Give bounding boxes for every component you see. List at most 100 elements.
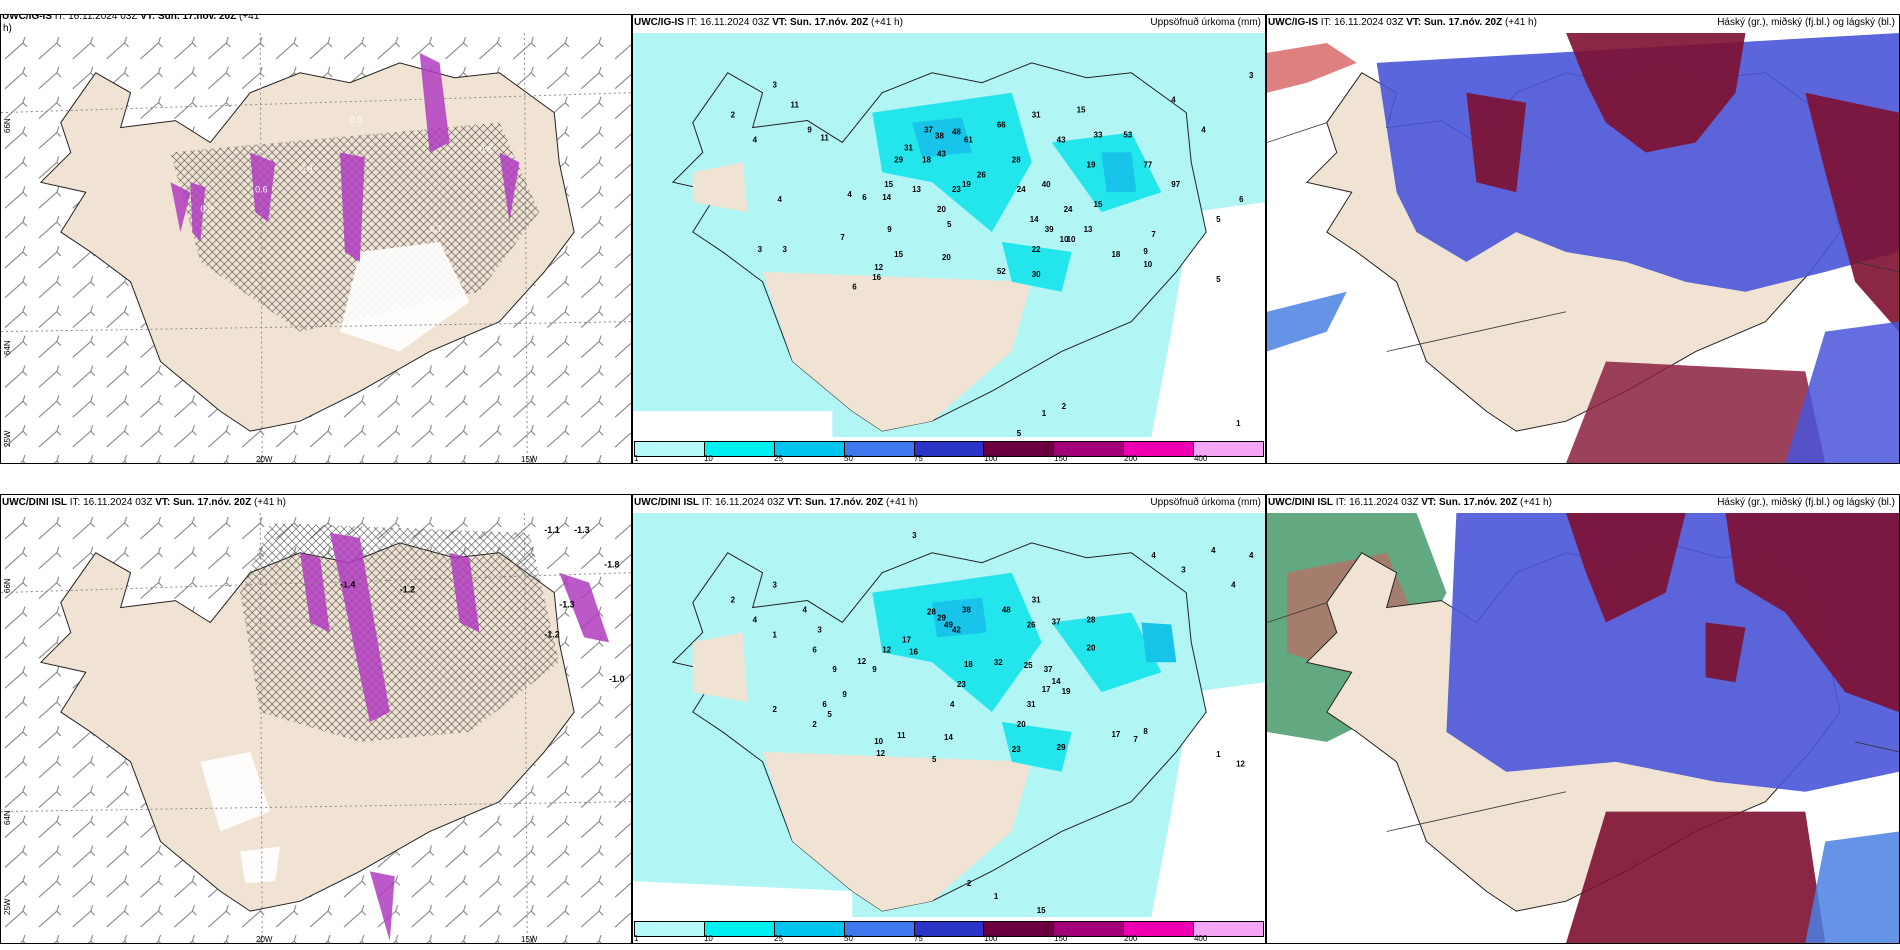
graticule [1, 513, 631, 943]
precip-value: 2 [967, 879, 972, 888]
precip-value: 19 [1087, 160, 1096, 169]
precip-value: 6 [862, 193, 867, 202]
it-value: 16.11.2024 03Z [1349, 497, 1419, 508]
precip-value: 26 [977, 170, 986, 179]
precip-value: 7 [1133, 735, 1138, 744]
precip-value: 53 [1123, 130, 1132, 139]
precip-value: 3 [912, 531, 917, 540]
precip-value: 9 [872, 665, 877, 674]
panel-header: UWC/IG-IS IT: 16.11.2024 03Z VT: Sun. 17… [1267, 15, 1899, 33]
panel-header: UWC/DINI ISL IT: 16.11.2024 03Z VT: Sun.… [1, 495, 631, 513]
precip-value: 1 [773, 630, 778, 639]
precip-value: 9 [832, 665, 837, 674]
clear-area [200, 751, 281, 884]
precip-value: 29 [937, 613, 946, 622]
colorbar: 1 10 25 50 75 100 150 200 400 [633, 437, 1265, 463]
precip-value: 2 [812, 720, 817, 729]
panel-top-right-clouds: UWC/IG-IS IT: 16.11.2024 03Z VT: Sun. 17… [1266, 14, 1900, 464]
vt-label: VT: [772, 17, 788, 28]
it-value: 16.11.2024 03Z [68, 14, 138, 22]
precip-value: 5 [827, 710, 832, 719]
precip-value: 48 [1002, 606, 1011, 615]
precip-value: 6 [1239, 195, 1244, 204]
map-area: 2 4 3 4 3 1 2 6 9 29 28 38 48 49 31 26 4… [633, 513, 1265, 917]
precip-value: 16 [872, 273, 881, 282]
vt-label: VT: [787, 497, 803, 508]
lead-time: (+41 h) [253, 497, 286, 508]
precip-value-labels: 3 11 2 4 9 11 29 31 37 38 48 61 43 66 31… [731, 71, 1254, 437]
precip-value: 11 [820, 133, 829, 142]
wind-value: 0.9 [300, 164, 312, 174]
colorbar: 1 10 25 50 75 100 150 200 400 [633, 917, 1265, 943]
low-cloud-darkred [1466, 33, 1899, 332]
wind-value-labels: -1.1 -1.3 -1.2 -1.4 -1.2 -1.0 -1.8 -1.3 [340, 525, 625, 684]
lon-label-15w: 15W [521, 455, 538, 464]
vt-label: VT: [155, 497, 171, 508]
precip-value: 12 [1236, 760, 1245, 769]
precip-value: 31 [1032, 596, 1041, 605]
wind-value-labels: 0.6 0.7 0.5 0.8 0.9 0.8 [200, 115, 492, 234]
low-cloud-darkred [1566, 513, 1899, 713]
boundary-lines [1267, 122, 1899, 352]
precip-value: 9 [887, 225, 892, 234]
precip-value: 28 [1012, 155, 1021, 164]
colorbar-swatch [774, 442, 845, 456]
precip-value: 32 [994, 658, 1003, 667]
precip-map-svg: 2 4 3 4 3 1 2 6 9 29 28 38 48 49 31 26 4… [633, 513, 1265, 917]
colorbar-tick: 400 [1193, 934, 1208, 943]
wind-value: -1.2 [400, 585, 415, 595]
precip-value: 4 [847, 190, 852, 199]
wind-value: -1.2 [544, 629, 559, 639]
precip-value: 3 [1249, 71, 1254, 80]
vt-value: Sun. 17.nóv. 20Z [173, 497, 252, 508]
model-name: UWC/DINI ISL [634, 497, 699, 508]
precip-value: 20 [1087, 643, 1096, 652]
boundary-lines [1267, 602, 1899, 832]
precip-value: 18 [964, 660, 973, 669]
lat-label-66: 66N [3, 118, 12, 133]
colorbar-swatches [634, 441, 1264, 457]
it-value: 16.11.2024 03Z [1334, 17, 1404, 28]
it-value: 16.11.2024 03Z [83, 497, 153, 508]
colorbar-ticks: 1 10 25 50 75 100 150 200 400 [634, 455, 1264, 463]
wind-value: -1.3 [574, 525, 589, 535]
panel-top-left-wind: UWC/IG-IS IT: 16.11.2024 03Z VT: Sun. 17… [0, 14, 632, 464]
precip-value: 17 [1042, 685, 1051, 694]
precip-value: 18 [922, 155, 931, 164]
precip-value: 28 [927, 608, 936, 617]
precip-value: 14 [944, 733, 953, 742]
model-name: UWC/DINI ISL [1268, 497, 1333, 508]
lead-time: (+41 h) [885, 497, 918, 508]
wind-value: 0.8 [479, 144, 491, 154]
land-no-precip [692, 162, 1032, 432]
map-area [1267, 33, 1899, 463]
it-label: IT: [69, 497, 81, 508]
precip-value: 23 [957, 680, 966, 689]
precip-value: 11 [791, 101, 800, 110]
field-title: Uppsöfnuð úrkoma (mm) [1150, 17, 1261, 28]
precip-value: 10 [1143, 260, 1152, 269]
land-no-precip [692, 632, 1032, 912]
precip-value: 43 [1057, 135, 1066, 144]
lead-time: (+41 h) [870, 17, 903, 28]
colorbar-swatch [984, 442, 1055, 456]
precip-value: 3 [1181, 566, 1186, 575]
graticule [1, 33, 631, 463]
precip-value: 61 [964, 135, 973, 144]
precip-value: 9 [1143, 247, 1148, 256]
precip-value: 66 [997, 121, 1006, 130]
precip-value: 23 [1012, 745, 1021, 754]
precip-value: 10 [1067, 235, 1076, 244]
precip-value: 4 [753, 615, 758, 624]
high-cloud-red [1267, 42, 1357, 93]
precip-value: 2 [731, 596, 736, 605]
precip-value: 5 [947, 220, 952, 229]
precip-value: 15 [884, 180, 893, 189]
precip-value: 20 [942, 253, 951, 262]
precip-value: 31 [1032, 111, 1041, 120]
precip-value: 6 [822, 700, 827, 709]
mid-cloud-blue [1376, 33, 1899, 292]
precip-value: 4 [1249, 551, 1254, 560]
colorbar-swatch [914, 922, 985, 936]
panel-header: UWC/IG-IS IT: 16.11.2024 03Z VT: Sun. 17… [1, 14, 631, 27]
